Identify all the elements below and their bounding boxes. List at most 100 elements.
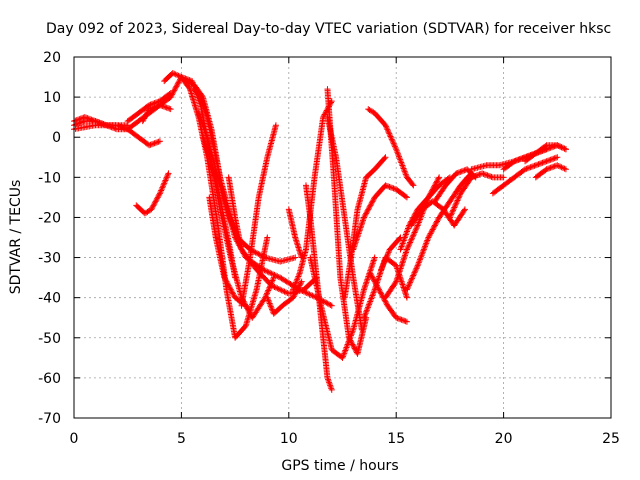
data-point [392, 144, 399, 151]
x-tick-label: 15 [387, 431, 405, 447]
data-point [410, 232, 417, 239]
data-point [265, 269, 272, 276]
data-point [293, 279, 300, 286]
data-point [226, 215, 233, 222]
data-point [76, 116, 83, 123]
data-point [360, 314, 367, 321]
data-point [396, 153, 403, 160]
data-point [368, 271, 375, 278]
data-point [399, 162, 406, 169]
data-point [524, 165, 531, 172]
data-point [391, 143, 398, 150]
data-point [434, 217, 441, 224]
data-point [522, 166, 529, 173]
data-point [123, 125, 130, 132]
data-point [306, 291, 313, 298]
data-point [411, 229, 418, 236]
data-point [148, 206, 155, 213]
data-point [229, 222, 236, 229]
data-point [449, 208, 456, 215]
data-point [560, 144, 567, 151]
data-point [152, 198, 159, 205]
data-point [539, 159, 546, 166]
data-point [89, 117, 96, 124]
data-point [520, 167, 527, 174]
data-point [146, 106, 153, 113]
data-point [455, 196, 462, 203]
data-point [293, 277, 300, 284]
data-point [540, 159, 547, 166]
data-point [364, 207, 371, 214]
data-point [422, 243, 429, 250]
data-point [258, 252, 265, 259]
data-point [244, 306, 251, 313]
data-point [483, 171, 490, 178]
data-point [362, 311, 369, 318]
data-point [450, 205, 457, 212]
data-point [79, 115, 86, 122]
data-point [370, 289, 377, 296]
data-point [266, 300, 273, 307]
data-point [294, 276, 301, 283]
series-track-6 [133, 170, 172, 217]
data-point [518, 155, 525, 162]
data-point [416, 256, 423, 263]
data-point [472, 172, 479, 179]
data-point [369, 198, 376, 205]
data-point [232, 274, 239, 281]
data-point [226, 283, 233, 290]
data-point [403, 194, 410, 201]
data-point [348, 338, 355, 345]
data-point [253, 250, 260, 257]
data-point [344, 343, 351, 350]
data-point [160, 103, 167, 110]
data-point [544, 157, 551, 164]
data-point [389, 137, 396, 144]
data-point [419, 250, 426, 257]
data-point [166, 105, 173, 112]
data-point [362, 211, 369, 218]
data-point [260, 253, 267, 260]
axis-ticks: 0 5 10 15 20 25 -70 -60 -50 -40 -30 -20 -10 0 10 20 [38, 50, 620, 447]
data-point [367, 270, 374, 277]
data-point [554, 162, 561, 169]
data-point [394, 150, 401, 157]
x-tick-label: 5 [177, 431, 186, 447]
data-point [321, 299, 328, 306]
data-point [378, 290, 385, 297]
data-point [368, 294, 375, 301]
data-point [162, 104, 169, 111]
data-point [404, 285, 411, 292]
data-point [269, 306, 276, 313]
data-point [390, 139, 397, 146]
data-point [451, 204, 458, 211]
data-point [156, 190, 163, 197]
data-point [381, 155, 388, 162]
data-point [272, 284, 279, 291]
data-point [156, 191, 163, 198]
data-points [71, 70, 569, 393]
y-axis-label: SDTVAR / TECUs [8, 180, 24, 295]
data-point [297, 279, 304, 286]
data-point [229, 221, 236, 228]
data-point [405, 283, 412, 290]
data-point [196, 92, 203, 99]
data-point [383, 300, 390, 307]
x-axis-label: GPS time / hours [281, 458, 398, 474]
data-point [186, 80, 193, 87]
data-point [468, 174, 475, 181]
data-point [454, 197, 461, 204]
data-point [384, 127, 391, 134]
data-point [142, 112, 149, 119]
data-point [385, 183, 392, 190]
data-point [364, 305, 371, 312]
data-point [163, 104, 170, 111]
data-point [281, 288, 288, 295]
data-point [227, 285, 234, 292]
data-point [347, 337, 354, 344]
data-point [169, 91, 176, 98]
data-point [144, 108, 151, 115]
data-point [262, 267, 269, 274]
data-point [384, 126, 391, 133]
data-point [350, 344, 357, 351]
